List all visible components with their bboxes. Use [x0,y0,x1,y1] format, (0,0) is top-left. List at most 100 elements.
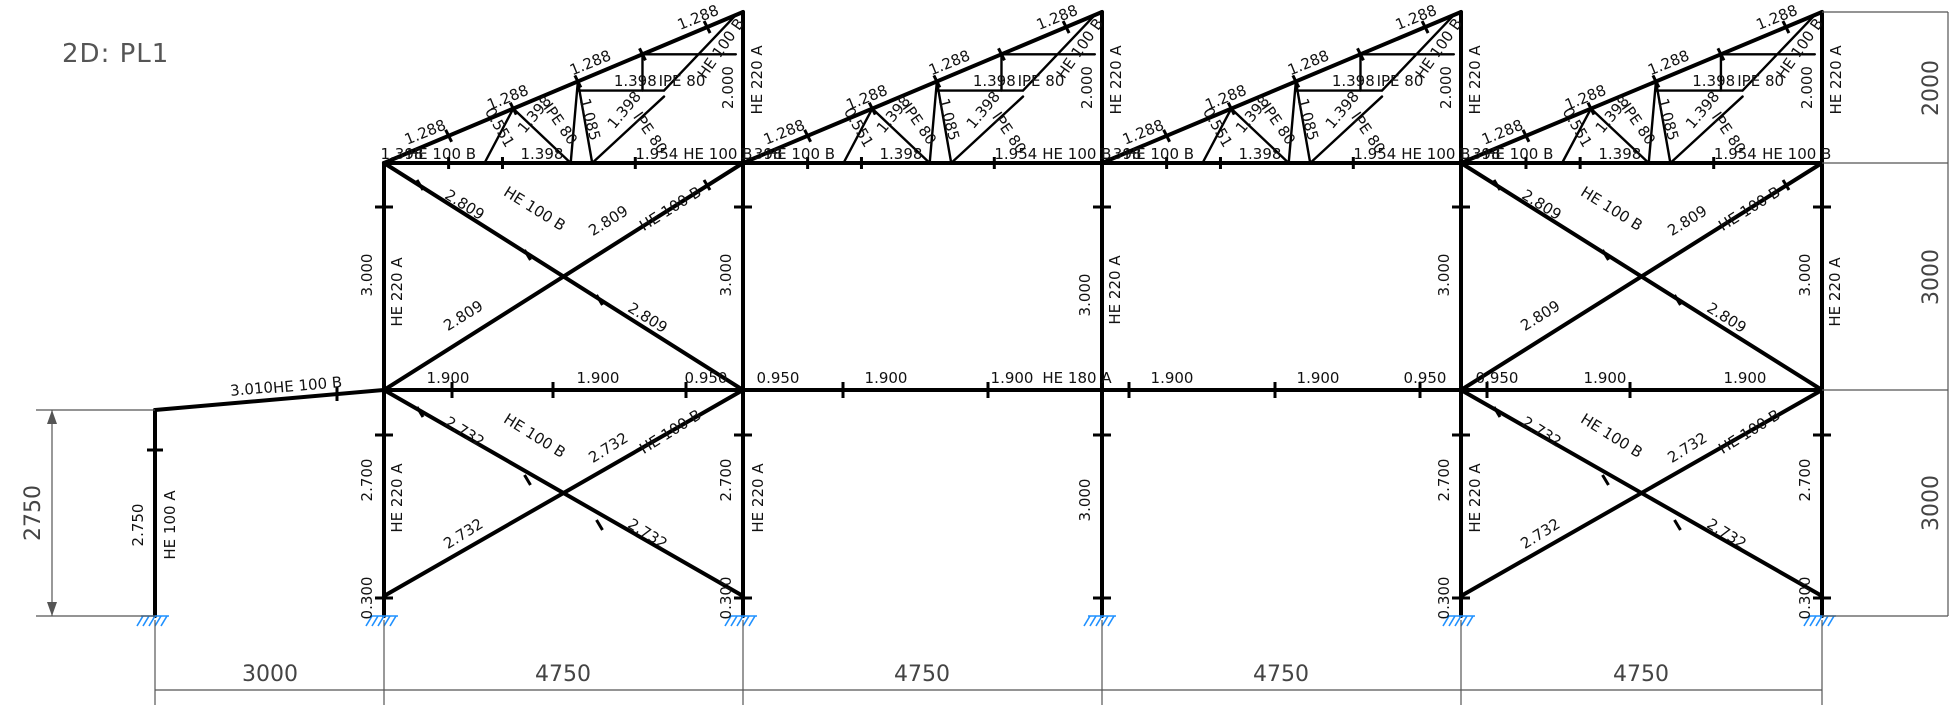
lean-column-section-label: HE 100 A [161,490,179,560]
support-hatch [748,615,756,627]
dimension-arrow [47,410,57,424]
member-tick [638,47,647,61]
support-hatch [1454,615,1462,627]
column-section-label: HE 220 A [1466,463,1484,533]
member-tick [1651,74,1661,89]
chord-length-label: 1.398 [1458,145,1501,163]
member-tick [1673,294,1682,306]
roof-post-section-label: HE 220 A [1827,45,1845,115]
bay-width-dimension: 4750 [535,662,591,687]
chord-section-label: HE 100 B [407,145,476,163]
member-tick [1601,249,1610,261]
base-stub-length-label: 0.300 [1796,577,1814,620]
column-section-label: HE 220 A [749,463,767,533]
beam-length-label: 1.900 [1584,369,1627,387]
column-length-label: 2.700 [358,459,376,502]
chord-length-label: 1.954 [1714,145,1757,163]
truss-web [1380,13,1456,92]
truss-web [512,107,572,165]
chord-section-label: HE 100 B [1401,145,1470,163]
member-tick [1356,47,1365,61]
brace-section-label: HE 100 B [1578,410,1646,462]
column-length-label: 2.700 [1796,459,1814,502]
support-hatch [1448,615,1456,627]
beam-length-label: 1.900 [1151,369,1194,387]
chord-length-label: 1.398 [380,145,423,163]
truss-web [1654,80,1672,165]
member-tick [1781,179,1791,191]
member-tick [523,474,532,486]
column-section-label: HE 220 A [1826,257,1844,327]
member-tick [573,74,583,89]
base-stub-length-label: 0.300 [358,577,376,620]
member-tick [932,74,942,89]
truss-web [1021,13,1097,92]
member-tick [1492,406,1502,418]
member-tick [1420,20,1430,34]
lean-column-length-label: 2.750 [129,504,147,547]
column-length-label: 3.000 [1076,274,1094,317]
support-hatch [1821,615,1829,627]
member-tick [1061,20,1071,34]
support-hatch [1809,615,1817,627]
truss-web [1309,95,1384,165]
brace-section-label: HE 100 B [636,406,704,458]
brace-length-label: 2.732 [585,429,631,467]
brace-length-label: 2.732 [1664,429,1710,467]
column-length-label: 2.700 [717,459,735,502]
lean-beam-length-label: 3.010 [229,378,273,400]
support-hatch [389,615,397,627]
column-section-label: HE 220 A [388,463,406,533]
truss-rafter [1459,10,1824,165]
column-section-label: HE 220 A [1106,255,1124,325]
member-tick [1162,129,1171,143]
member-tick [1291,74,1301,89]
brace-length-label: 2.732 [440,515,486,553]
chord-section-label: HE 100 B [1762,145,1831,163]
web-section-label: IPE 80 [1018,72,1065,90]
member-tick [702,179,712,191]
member-tick [867,101,877,116]
member-tick [1521,129,1531,143]
roof-post-section-label: HE 220 A [748,45,766,115]
beam-length-label: 1.900 [991,369,1034,387]
upper-brace [382,161,745,392]
beam-length-label: 1.900 [1724,369,1767,387]
chord-section-label: HE 100 B [1042,145,1111,163]
truss-web [576,80,594,165]
upper-brace [1459,161,1824,392]
brace-length-label: 2.809 [585,202,631,240]
column-length-label: 3.000 [1796,254,1814,297]
members-layer [153,10,1824,618]
member-tick [1716,47,1726,61]
chord-length-label: 1.954 [635,145,678,163]
truss-web [569,80,580,165]
web-section-label: IPE 80 [1737,72,1784,90]
member-tick [1673,519,1682,531]
member-tick [803,129,812,143]
brace-length-label: 2.732 [1704,515,1750,553]
beam-section-label: HE 180 A [1042,369,1112,387]
member-tick [595,294,604,306]
chord-section-label: HE 100 B [683,145,752,163]
support-hatch [730,615,738,627]
support-hatch [371,615,379,627]
lower-brace [1459,388,1824,598]
level-height-dimension: 3000 [1919,249,1944,305]
brace-length-label: 2.732 [1519,413,1565,451]
bay-width-dimension: 3000 [242,662,298,687]
chord-length-label: 1.398 [739,145,782,163]
support-hatch [1101,615,1109,627]
truss-web [871,107,931,165]
brace-length-label: 2.809 [1664,202,1710,240]
brace-length-label: 2.732 [1517,515,1563,553]
chord-length-label: 1.398 [520,145,563,163]
support-hatch [1107,615,1115,627]
column-length-label: 2.700 [1435,459,1453,502]
dimension-arrow [47,602,57,616]
member-tick [1586,101,1596,116]
member-tick [415,406,425,418]
chord-length-label: 1.398 [879,145,922,163]
truss-web [1287,80,1298,165]
beam-length-label: 0.950 [685,369,728,387]
